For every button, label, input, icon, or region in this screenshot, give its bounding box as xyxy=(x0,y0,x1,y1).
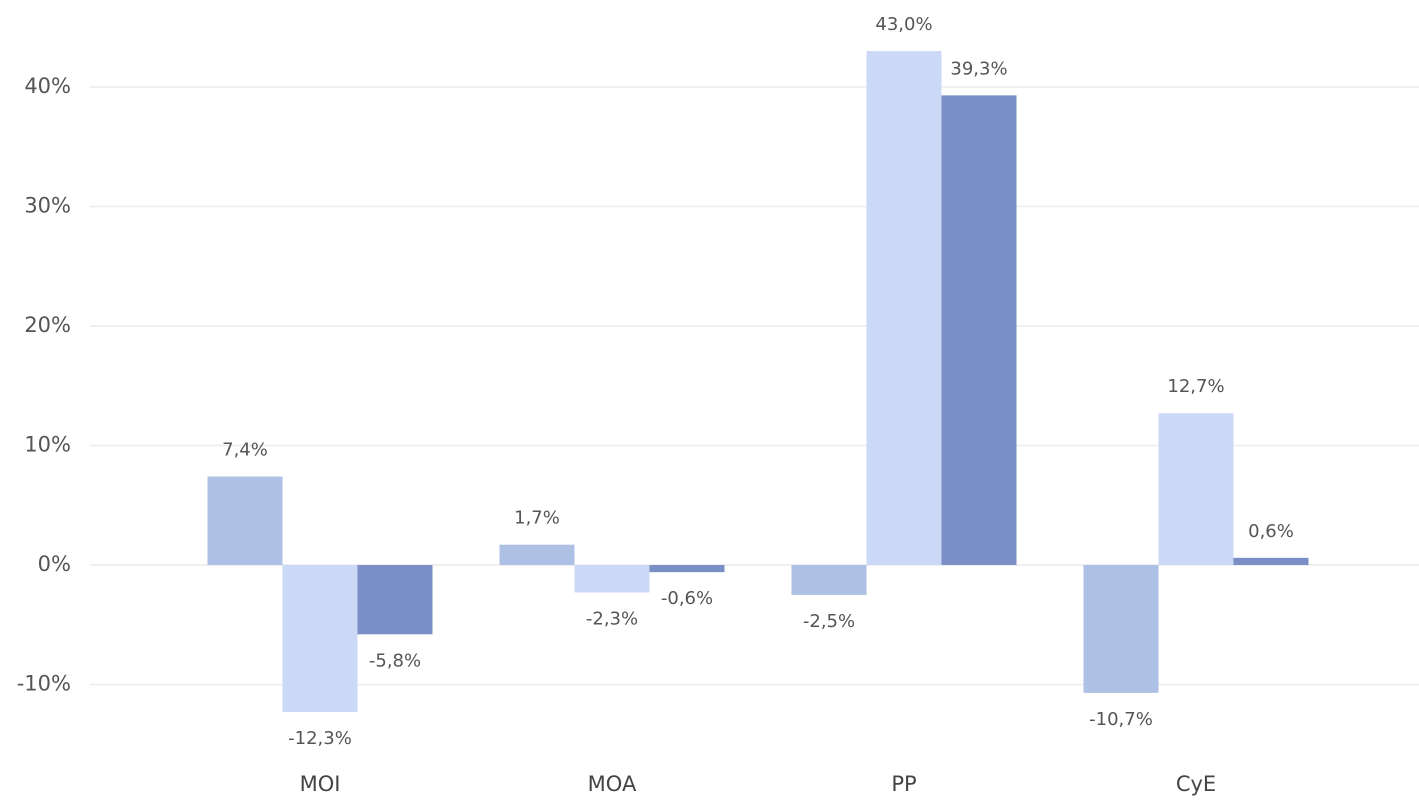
bar xyxy=(1158,413,1234,565)
bar xyxy=(207,476,283,565)
x-tick-label: PP xyxy=(891,772,916,796)
y-tick-label: -10% xyxy=(17,672,71,696)
x-tick-label: CyE xyxy=(1176,772,1216,796)
data-label: 39,3% xyxy=(950,58,1007,79)
bar xyxy=(499,544,575,565)
x-tick-label: MOA xyxy=(588,772,637,796)
bar xyxy=(357,565,433,635)
y-tick-label: 40% xyxy=(24,74,71,98)
bar xyxy=(649,565,725,573)
data-label: 43,0% xyxy=(875,14,932,35)
data-label: -2,5% xyxy=(803,611,855,632)
data-label: 12,7% xyxy=(1167,376,1224,397)
data-label: 0,6% xyxy=(1248,521,1294,542)
data-label: -2,3% xyxy=(586,608,638,629)
bar xyxy=(866,51,942,565)
bar xyxy=(1233,557,1309,565)
y-tick-label: 0% xyxy=(38,552,71,576)
y-tick-label: 30% xyxy=(24,194,71,218)
data-label: -12,3% xyxy=(288,728,352,749)
y-tick-label: 10% xyxy=(24,433,71,457)
bar xyxy=(1083,565,1159,693)
data-label: -10,7% xyxy=(1089,709,1153,730)
data-label: -5,8% xyxy=(369,650,421,671)
data-label: -0,6% xyxy=(661,588,713,609)
y-tick-label: 20% xyxy=(24,313,71,337)
bar xyxy=(791,565,867,595)
bar xyxy=(941,95,1017,566)
bar xyxy=(574,565,650,593)
x-tick-label: MOI xyxy=(300,772,341,796)
data-label: 1,7% xyxy=(514,508,560,529)
bar xyxy=(282,565,358,712)
data-label: 7,4% xyxy=(222,440,268,461)
